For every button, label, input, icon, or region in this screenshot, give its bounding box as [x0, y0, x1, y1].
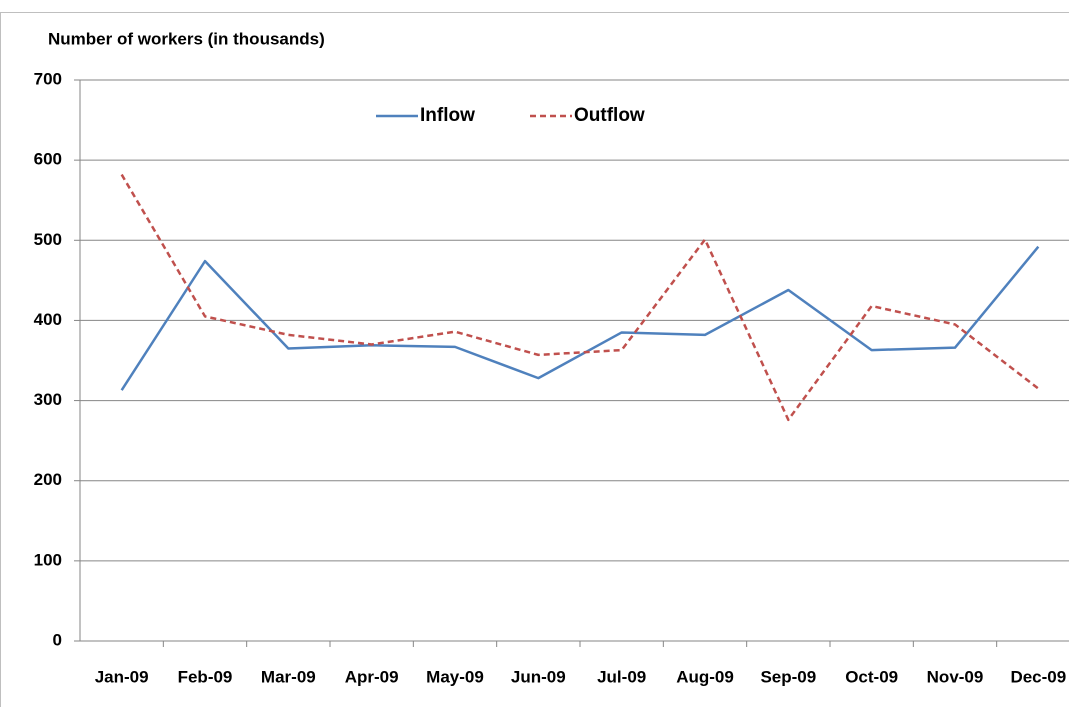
x-tick-label: Jun-09: [511, 667, 566, 686]
y-axis-title: Number of workers (in thousands): [48, 29, 325, 48]
x-tick-label: Sep-09: [760, 667, 816, 686]
x-tick-label: Mar-09: [261, 667, 316, 686]
y-tick-label: 700: [34, 69, 62, 88]
y-tick-label: 400: [34, 310, 62, 329]
x-tick-label: Jan-09: [95, 667, 149, 686]
chart-border: [0, 12, 1069, 707]
x-tick-label: Feb-09: [178, 667, 233, 686]
series-line: [120, 173, 1040, 422]
y-tick-label: 0: [53, 630, 62, 649]
series-line: [120, 245, 1040, 391]
x-tick-label: Oct-09: [845, 667, 898, 686]
y-tick-label: 100: [34, 550, 62, 569]
x-tick-label: Aug-09: [676, 667, 734, 686]
x-tick-label: Jul-09: [597, 667, 646, 686]
y-tick-label: 500: [34, 230, 62, 249]
y-tick-label: 600: [34, 150, 62, 169]
y-tick-label: 300: [34, 390, 62, 409]
y-tick-label: 200: [34, 470, 62, 489]
legend-label: Outflow: [574, 105, 645, 126]
legend-label: Inflow: [420, 105, 475, 126]
x-tick-label: May-09: [426, 667, 484, 686]
x-tick-label: Apr-09: [345, 667, 399, 686]
x-tick-label: Dec-09: [1010, 667, 1066, 686]
x-tick-label: Nov-09: [927, 667, 984, 686]
